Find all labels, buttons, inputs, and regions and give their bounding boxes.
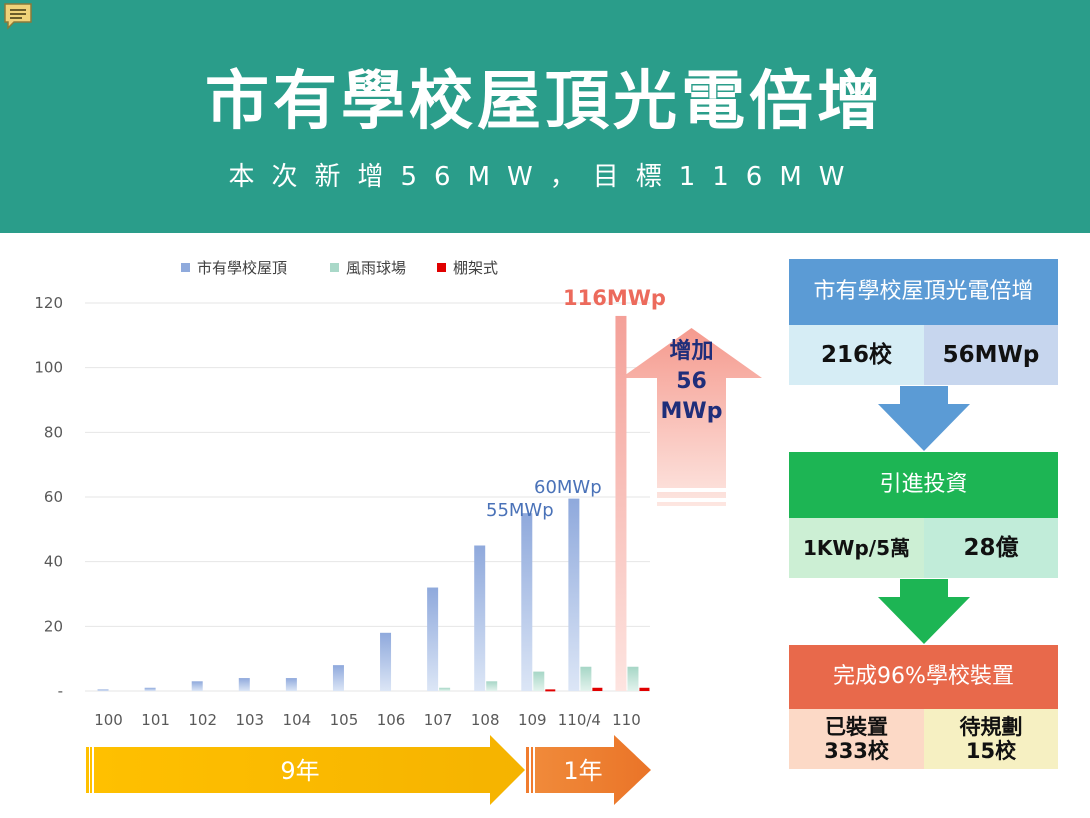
timeline-tick xyxy=(90,747,92,793)
timeline-arrow-1yr xyxy=(535,735,651,805)
legend-label: 棚架式 xyxy=(453,259,498,277)
flow-box3-planned: 待規劃 15校 xyxy=(924,709,1058,769)
page-title: 市有學校屋頂光電倍增 xyxy=(205,65,885,139)
timeline-label-9yr: 9年 xyxy=(280,757,319,785)
y-tick-label: 100 xyxy=(34,359,63,377)
x-tick-label: 109 xyxy=(518,711,547,729)
x-tick-label: 106 xyxy=(377,711,406,729)
increase-arrow-text: 增加 xyxy=(669,338,713,364)
legend-label: 風雨球場 xyxy=(346,259,406,277)
y-tick-label: 60 xyxy=(44,488,63,506)
y-tick-label: 40 xyxy=(44,553,63,571)
bar-rooftop xyxy=(332,665,344,691)
increase-arrow-stripe xyxy=(657,488,726,492)
x-tick-label: 107 xyxy=(424,711,453,729)
x-tick-label: 102 xyxy=(188,711,217,729)
flow-box2-unit-cost: 1KWp/5萬 xyxy=(789,518,924,578)
bar-rooftop xyxy=(427,587,439,691)
flow-box2-total: 28億 xyxy=(924,518,1058,578)
x-tick-label: 104 xyxy=(283,711,312,729)
bar-rooftop xyxy=(380,632,392,691)
bar-rooftop xyxy=(568,498,580,691)
bar-court xyxy=(580,666,592,691)
increase-arrow-shape xyxy=(621,328,762,508)
increase-arrow-stripe xyxy=(657,506,726,509)
annotation-60mwp: 60MWp xyxy=(534,477,602,498)
bar-shelf xyxy=(545,689,556,692)
annotation-116mwp: 116MWp xyxy=(563,286,666,310)
bar-court xyxy=(439,687,451,691)
bar-rooftop xyxy=(144,687,156,691)
header-banner: 市有學校屋頂光電倍增 本次新增56MW，目標116MW xyxy=(0,0,1090,233)
page-subtitle: 本次新增56MW，目標116MW xyxy=(228,162,862,192)
x-tick-label: 110/4 xyxy=(558,711,601,729)
y-tick-label: 80 xyxy=(44,423,63,441)
timeline-label-1yr: 1年 xyxy=(563,757,602,785)
flow-box1-capacity: 56MWp xyxy=(924,325,1058,385)
increase-arrow-text: MWp xyxy=(661,399,723,424)
flow-down-arrow-1 xyxy=(878,386,970,451)
flow-box3-title: 完成96%學校裝置 xyxy=(789,645,1058,709)
x-tick-label: 103 xyxy=(235,711,264,729)
bar-court xyxy=(627,666,639,691)
legend-swatch xyxy=(181,263,190,272)
comment-icon[interactable] xyxy=(2,2,34,30)
timeline-tick xyxy=(86,747,89,793)
bar-rooftop xyxy=(97,689,109,691)
bar-court xyxy=(486,681,498,691)
annotation-55mwp: 55MWp xyxy=(486,500,554,521)
y-tick-label: - xyxy=(58,682,63,700)
bar-rooftop xyxy=(285,678,297,691)
bar-rooftop xyxy=(238,678,250,691)
bar-shelf xyxy=(592,687,603,691)
flow-down-arrow-2 xyxy=(878,579,970,644)
legend-label: 市有學校屋頂 xyxy=(197,259,287,277)
legend-swatch xyxy=(330,263,339,272)
increase-arrow-text: 56 xyxy=(676,369,707,394)
bar-shelf xyxy=(639,687,650,691)
bar-chart: - 20 40 60 80 100 120 市有學校屋頂 風雨球場 棚架式 增加 56 MWp 55… xyxy=(34,259,762,805)
x-tick-label: 101 xyxy=(141,711,170,729)
timeline-tick xyxy=(531,747,533,793)
bar-court xyxy=(533,671,545,691)
flow-box1-schools: 216校 xyxy=(789,325,924,385)
timeline-arrow-9yr xyxy=(94,735,525,805)
flow-box3-installed: 已裝置 333校 xyxy=(789,709,924,769)
x-tick-label: 100 xyxy=(94,711,123,729)
bar-rooftop xyxy=(615,315,627,691)
flow-box2-title: 引進投資 xyxy=(789,452,1058,518)
bar-rooftop xyxy=(521,513,533,691)
x-tick-label: 108 xyxy=(471,711,500,729)
legend-swatch xyxy=(437,263,446,272)
increase-arrow-stripe xyxy=(657,498,726,502)
x-tick-label: 110 xyxy=(612,711,641,729)
x-tick-label: 105 xyxy=(330,711,359,729)
flow-box1-title: 市有學校屋頂光電倍增 xyxy=(789,259,1058,325)
y-tick-label: 120 xyxy=(34,294,63,312)
y-tick-label: 20 xyxy=(44,617,63,635)
timeline-tick xyxy=(526,747,529,793)
bar-rooftop xyxy=(191,681,203,691)
bar-rooftop xyxy=(474,545,486,691)
